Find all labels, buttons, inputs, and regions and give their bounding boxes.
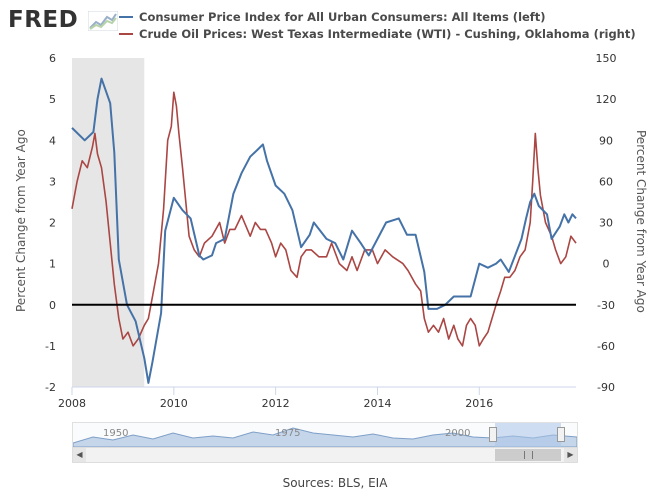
right-tick-label: 60 bbox=[599, 175, 613, 188]
navigator-label-2000: 2000 bbox=[445, 428, 471, 439]
left-tick-label: 1 bbox=[49, 258, 56, 271]
left-tick-label: -1 bbox=[45, 340, 56, 353]
scroll-left-arrow-icon[interactable]: ◀ bbox=[73, 448, 86, 462]
scrollbar-thumb[interactable] bbox=[495, 449, 561, 461]
right-tick-label: -60 bbox=[597, 340, 615, 353]
x-tick-label: 2012 bbox=[262, 397, 290, 410]
left-tick-label: 2 bbox=[49, 217, 56, 230]
left-tick-label: -2 bbox=[45, 381, 56, 394]
scrollbar-grip-icon bbox=[524, 451, 533, 459]
right-tick-label: -90 bbox=[597, 381, 615, 394]
left-tick-label: 5 bbox=[49, 93, 56, 106]
legend-label-cpi: Consumer Price Index for All Urban Consu… bbox=[139, 10, 546, 24]
legend-label-oil: Crude Oil Prices: West Texas Intermediat… bbox=[139, 27, 636, 41]
navigator-label-1975: 1975 bbox=[275, 428, 301, 439]
right-tick-label: 120 bbox=[596, 93, 617, 106]
x-tick-label: 2010 bbox=[160, 397, 188, 410]
legend-swatch-oil bbox=[119, 33, 133, 35]
x-tick-label: 2016 bbox=[465, 397, 493, 410]
right-tick-label: 30 bbox=[599, 217, 613, 230]
series-lines bbox=[71, 77, 577, 384]
left-tick-label: 0 bbox=[49, 299, 56, 312]
scroll-right-arrow-icon[interactable]: ▶ bbox=[564, 448, 577, 462]
right-tick-label: 90 bbox=[599, 134, 613, 147]
sources-footer: Sources: BLS, EIA bbox=[282, 476, 388, 490]
legend-item-oil[interactable]: Crude Oil Prices: West Texas Intermediat… bbox=[119, 27, 636, 41]
cpi-series-line bbox=[71, 77, 577, 384]
navigator-handle-right[interactable] bbox=[557, 427, 565, 442]
right-axis-ticks: -90 -60 -30 0 30 60 90 120 150 bbox=[596, 52, 617, 394]
grid-lines bbox=[72, 58, 576, 387]
x-tick-label: 2014 bbox=[363, 397, 391, 410]
navigator-sparkline bbox=[73, 423, 577, 447]
fred-logo-text: FRED bbox=[8, 7, 79, 33]
right-tick-label: 150 bbox=[596, 52, 617, 65]
navigator-handle-left[interactable] bbox=[489, 427, 497, 442]
x-axis-ticks: 2008 2010 2012 2014 2016 bbox=[58, 387, 493, 410]
left-tick-label: 4 bbox=[49, 134, 56, 147]
left-tick-label: 6 bbox=[49, 52, 56, 65]
navigator[interactable]: 1950 1975 2000 bbox=[72, 422, 578, 448]
navigator-label-1950: 1950 bbox=[103, 428, 129, 439]
legend-item-cpi[interactable]: Consumer Price Index for All Urban Consu… bbox=[119, 10, 546, 24]
navigator-scrollbar[interactable]: ◀ ▶ bbox=[72, 447, 578, 463]
right-tick-label: -30 bbox=[597, 299, 615, 312]
x-tick-label: 2008 bbox=[58, 397, 86, 410]
legend-swatch-cpi bbox=[119, 16, 133, 18]
right-tick-label: 0 bbox=[603, 258, 610, 271]
left-tick-label: 3 bbox=[49, 175, 56, 188]
oil-series-line bbox=[71, 91, 577, 347]
left-axis-ticks: -2 -1 0 1 2 3 4 5 6 bbox=[45, 52, 56, 394]
